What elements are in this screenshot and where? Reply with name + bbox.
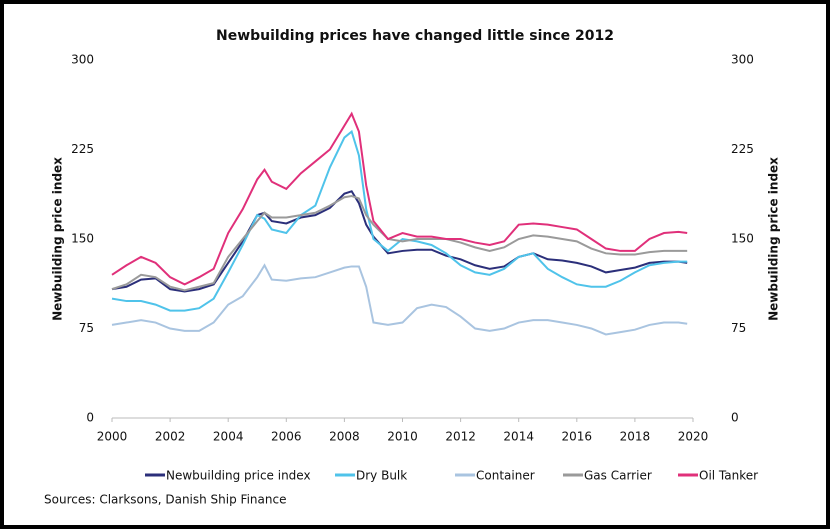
source: Sources: Clarksons, Danish Ship Finance: [44, 493, 286, 507]
y2-tick-label: 225: [731, 142, 754, 156]
y-tick-label: 75: [79, 321, 94, 335]
y-tick-label: 150: [71, 232, 94, 246]
x-tick-label: 2006: [271, 430, 302, 444]
series-line: [111, 129, 688, 312]
series-line: [111, 111, 688, 286]
legend-label: Container: [476, 469, 535, 483]
x-tick-label: 2020: [678, 430, 709, 444]
x-tick-label: 2016: [562, 430, 593, 444]
y2-tick-label: 300: [731, 53, 754, 67]
legend-label: Gas Carrier: [584, 469, 652, 483]
y-tick-label: 225: [71, 142, 94, 156]
x-tick-label: 2000: [97, 430, 128, 444]
x-tick-label: 2008: [329, 430, 360, 444]
x-tick-label: 2012: [445, 430, 476, 444]
x-tick-label: 2002: [155, 430, 186, 444]
chart-title: Newbuilding prices have changed little s…: [216, 28, 614, 44]
y-tick-label: 0: [86, 411, 94, 425]
legend-label: Oil Tanker: [699, 469, 758, 483]
y-axis-label: Newbuilding price index: [51, 157, 65, 321]
y-tick-label: 300: [71, 53, 94, 67]
y2-axis-label: Newbuilding price index: [767, 157, 781, 321]
y2-tick-label: 75: [731, 321, 746, 335]
x-tick-label: 2018: [620, 430, 651, 444]
y2-tick-label: 0: [731, 411, 739, 425]
x-tick-label: 2014: [503, 430, 534, 444]
x-tick-label: 2004: [213, 430, 244, 444]
x-tick-label: 2010: [387, 430, 418, 444]
legend-label: Newbuilding price index: [166, 469, 311, 483]
y2-tick-label: 150: [731, 232, 754, 246]
series-line: [111, 195, 688, 292]
series-line: [111, 263, 688, 336]
legend-label: Dry Bulk: [356, 469, 407, 483]
